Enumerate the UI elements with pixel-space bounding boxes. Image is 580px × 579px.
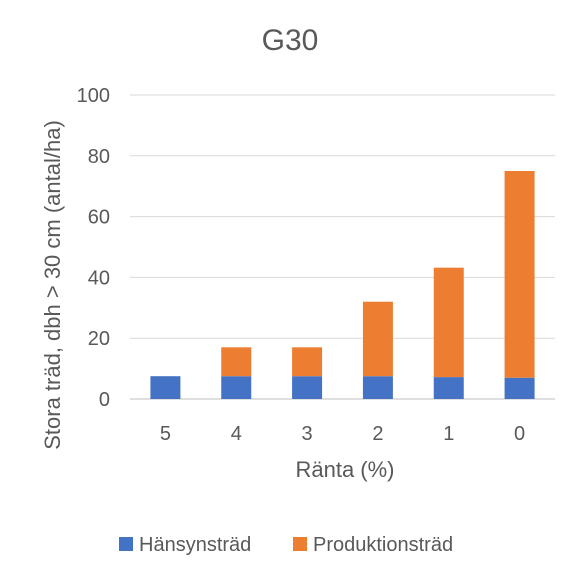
x-tick-label: 0 <box>514 423 525 445</box>
y-tick-label: 20 <box>88 328 110 350</box>
bar-segment <box>292 347 323 377</box>
y-tick-label: 60 <box>88 207 110 229</box>
legend-swatch <box>293 537 307 551</box>
x-tick-label: 4 <box>231 423 242 445</box>
x-axis-ticks: 5 4 3 2 1 0 <box>160 423 525 445</box>
bar-segment <box>433 267 464 378</box>
y-tick-label: 100 <box>77 85 110 107</box>
chart-title: G30 <box>262 24 319 57</box>
legend-label: Produktionsträd <box>313 534 453 556</box>
bar-segment <box>362 301 393 377</box>
x-tick-label: 1 <box>443 423 454 445</box>
bar-segment <box>504 171 535 378</box>
y-tick-label: 80 <box>88 146 110 168</box>
legend-swatch <box>119 537 133 551</box>
y-tick-label: 40 <box>88 267 110 289</box>
bar-segment <box>292 376 323 399</box>
x-tick-label: 3 <box>302 423 313 445</box>
bar-segment <box>221 347 252 377</box>
x-axis-label: Ränta (%) <box>295 457 394 482</box>
gridlines <box>130 94 555 400</box>
bar-segment <box>504 377 535 399</box>
bar-segment <box>150 376 181 399</box>
y-axis-label: Stora träd, dbh > 30 cm (antal/ha) <box>40 120 65 450</box>
bars <box>150 171 535 399</box>
legend-label: Hänsynsträd <box>139 534 251 556</box>
bar-segment <box>362 376 393 399</box>
y-tick-label: 0 <box>99 389 110 411</box>
y-axis-ticks: 0 20 40 60 80 100 <box>77 85 110 411</box>
bar-segment <box>433 377 464 399</box>
bar-segment <box>221 376 252 399</box>
legend: Hänsynsträd Produktionsträd <box>119 534 453 556</box>
x-tick-label: 2 <box>372 423 383 445</box>
x-tick-label: 5 <box>160 423 171 445</box>
